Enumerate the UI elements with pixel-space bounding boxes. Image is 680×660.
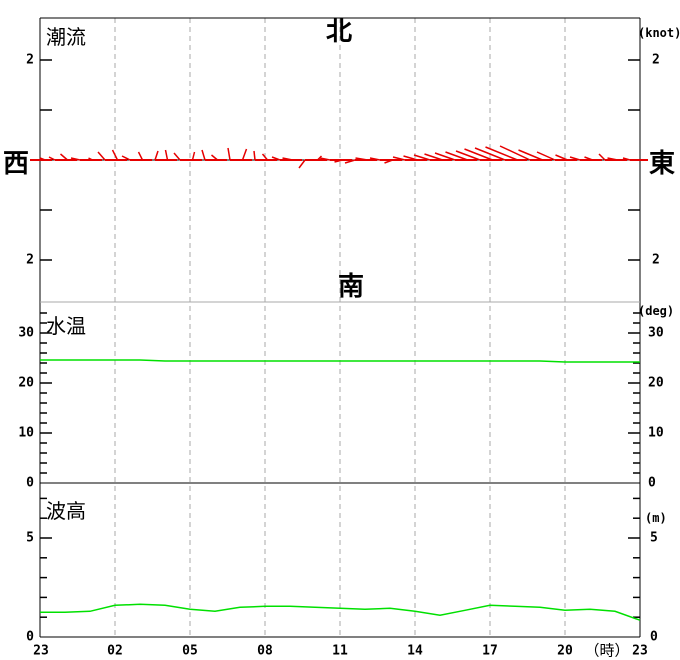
wave-panel-title: 波高 — [46, 501, 86, 523]
temp-ytick-left-10: 10 — [18, 425, 34, 441]
temp-ytick-right-0: 0 — [648, 475, 656, 491]
temp-ytick-right-30: 30 — [648, 325, 664, 341]
temp-ytick-left-0: 0 — [26, 475, 34, 491]
xtick-23-end: 23 — [632, 643, 648, 659]
xtick-02: 02 — [107, 643, 123, 659]
xtick-08: 08 — [257, 643, 273, 659]
deg-unit-label: (deg) — [638, 304, 675, 318]
current-ytick-right-top: 2 — [652, 52, 660, 68]
xtick-23: 23 — [33, 643, 49, 659]
wave-ytick-left-5: 5 — [26, 530, 34, 546]
xtick-05: 05 — [182, 643, 198, 659]
temp-ytick-right-10: 10 — [648, 425, 664, 441]
xtick-14: 14 — [407, 643, 423, 659]
temp-ytick-left-30: 30 — [18, 325, 34, 341]
xtick-20: 20 — [557, 643, 573, 659]
compass-north-label: 北 — [325, 16, 353, 46]
temperature-panel-title: 水温 — [46, 316, 86, 338]
xtick-11: 11 — [332, 643, 348, 659]
wave-ytick-right-0: 0 — [650, 629, 658, 645]
compass-east-label: 東 — [648, 148, 676, 178]
current-ytick-right-bottom: 2 — [652, 252, 660, 268]
compass-south-label: 南 — [337, 271, 365, 301]
wave-ytick-right-5: 5 — [650, 530, 658, 546]
m-unit-label: (m) — [645, 511, 667, 525]
temp-ytick-right-20: 20 — [648, 375, 664, 391]
current-ytick-left-bottom: 2 — [26, 252, 34, 268]
xtick-17: 17 — [482, 643, 498, 659]
current-ytick-left-top: 2 — [26, 52, 34, 68]
hour-unit-label: （時） — [584, 642, 630, 660]
temp-ytick-left-20: 20 — [18, 375, 34, 391]
current-panel-title: 潮流 — [46, 27, 86, 49]
compass-west-label: 西 — [2, 148, 30, 178]
knot-unit-label: (knot) — [638, 26, 680, 40]
wave-ytick-left-0: 0 — [26, 629, 34, 645]
